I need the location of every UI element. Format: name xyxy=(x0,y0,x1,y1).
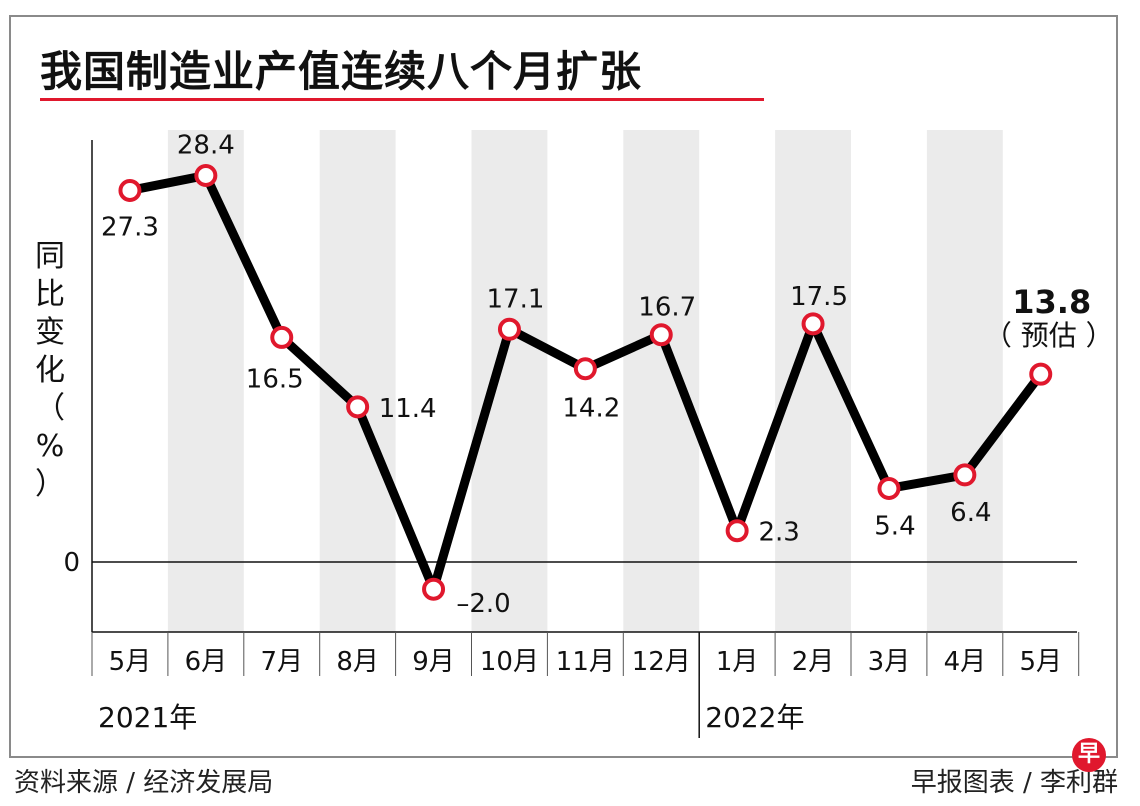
data-value-label: 14.2 xyxy=(562,394,620,424)
zaobao-logo: 早 xyxy=(1072,738,1106,772)
column-band xyxy=(623,130,700,632)
data-point-marker xyxy=(118,178,142,202)
data-value-label: 28.4 xyxy=(177,130,235,160)
zero-tick-label: 0 xyxy=(63,548,80,578)
y-axis-label-char: 同 xyxy=(35,239,65,274)
y-axis-label-char: 比 xyxy=(35,277,65,312)
column-band xyxy=(167,130,244,632)
data-value-label: –2.0 xyxy=(456,589,510,619)
x-tick-label: 9月 xyxy=(412,647,455,677)
x-tick-label: 6月 xyxy=(185,647,228,677)
x-tick-label: 8月 xyxy=(336,647,379,677)
data-value-label: 6.4 xyxy=(950,498,991,528)
data-value-label: 11.4 xyxy=(379,394,437,424)
x-tick-label: 3月 xyxy=(868,647,911,677)
chart-title: 我国制造业产值连续八个月扩张 xyxy=(40,47,643,96)
year-label: 2022年 xyxy=(705,701,804,734)
data-point-marker xyxy=(725,519,749,543)
x-tick-label: 2月 xyxy=(792,647,835,677)
y-axis-label-char: （ xyxy=(35,391,65,426)
data-value-label: 27.3 xyxy=(101,212,159,242)
source-note: 资料来源 / 经济发展局 xyxy=(14,768,274,798)
data-point-marker xyxy=(649,323,673,347)
x-tick-label: 4月 xyxy=(944,647,987,677)
x-tick-label: 10月 xyxy=(480,647,539,677)
data-point-marker xyxy=(801,312,825,336)
column-band xyxy=(926,130,1003,632)
y-axis-label-char: ） xyxy=(35,467,65,502)
column-band xyxy=(471,130,548,632)
data-point-marker xyxy=(877,477,901,501)
credit-note: 早报图表 / 李利群 xyxy=(910,768,1118,798)
x-tick-label: 5月 xyxy=(109,647,152,677)
x-tick-label: 12月 xyxy=(632,647,691,677)
x-tick-label: 11月 xyxy=(556,647,615,677)
x-tick-label: 7月 xyxy=(260,647,303,677)
y-axis-label-char: 变 xyxy=(35,315,65,350)
data-point-marker xyxy=(270,325,294,349)
title-underline xyxy=(40,98,764,101)
y-axis-label-char: 化 xyxy=(35,353,65,388)
data-value-label: 5.4 xyxy=(874,512,915,542)
data-point-marker xyxy=(1029,362,1053,386)
estimate-annotation: （ 预估 ） xyxy=(984,319,1114,352)
x-tick-label: 5月 xyxy=(1019,647,1062,677)
data-value-label: 13.8 xyxy=(1012,283,1091,321)
x-tick-label: 1月 xyxy=(716,647,759,677)
data-point-marker xyxy=(953,463,977,487)
data-value-label: 17.5 xyxy=(790,282,848,312)
data-point-marker xyxy=(497,317,521,341)
data-value-label: 17.1 xyxy=(487,284,545,314)
data-value-label: 16.7 xyxy=(638,293,696,323)
data-point-marker xyxy=(346,395,370,419)
data-value-label: 2.3 xyxy=(758,518,799,548)
data-point-marker xyxy=(573,357,597,381)
data-value-label: 16.5 xyxy=(246,364,304,394)
year-label: 2021年 xyxy=(98,701,197,734)
y-axis-label-char: % xyxy=(35,429,65,464)
data-point-marker xyxy=(194,163,218,187)
data-point-marker xyxy=(422,577,446,601)
y-axis-label: 同比变化（%） xyxy=(30,238,70,504)
